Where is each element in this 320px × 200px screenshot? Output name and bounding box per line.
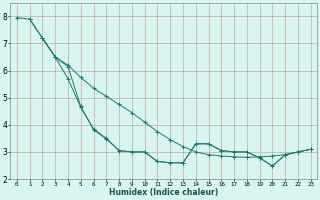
X-axis label: Humidex (Indice chaleur): Humidex (Indice chaleur) [109,188,219,197]
